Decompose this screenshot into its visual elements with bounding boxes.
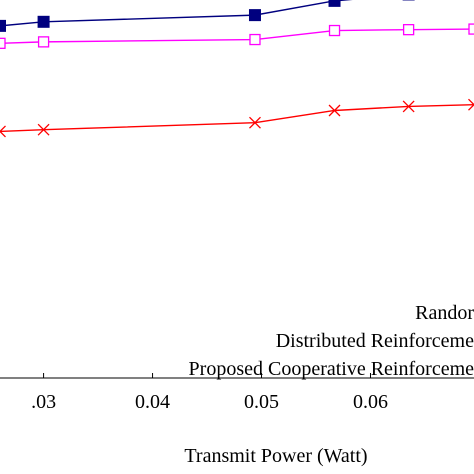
data-point-marker (468, 23, 474, 35)
data-point-marker (37, 15, 50, 28)
data-point-marker (249, 116, 261, 129)
legend-entry-label: Randor (415, 302, 474, 324)
data-point-marker (468, 98, 474, 111)
data-point-marker (0, 125, 6, 138)
data-point-marker (249, 33, 261, 46)
data-point-marker (402, 100, 415, 113)
series-layer (0, 0, 474, 138)
series-line (0, 103, 474, 133)
legend-entry-label: Proposed Cooperative Reinforceme (189, 358, 474, 380)
series-line (0, 0, 353, 27)
x-tick-label: 0.06 (353, 391, 388, 413)
series-line (0, 28, 474, 45)
ticks-layer: .03 0.04 0.05 0.06 (31, 373, 388, 413)
data-point-marker (37, 36, 50, 48)
x-tick-label: 0.04 (135, 391, 170, 413)
data-point-marker (248, 9, 261, 22)
data-point-marker (328, 104, 341, 117)
series-1 (0, 23, 474, 49)
legend: Randor Distributed Reinforceme Proposed Co… (189, 302, 474, 380)
data-point-marker (328, 0, 341, 7)
series-0 (0, 0, 415, 32)
data-point-marker (37, 123, 50, 136)
x-tick-label: .03 (31, 391, 56, 413)
x-axis-label: Transmit Power (Watt) (184, 445, 367, 467)
legend-entry-label: Distributed Reinforceme (276, 330, 474, 352)
data-point-marker (328, 24, 341, 37)
data-point-marker (0, 37, 6, 49)
data-point-marker (402, 24, 415, 36)
data-point-marker (0, 19, 6, 32)
x-tick-label: 0.05 (244, 391, 279, 413)
series-2 (0, 98, 474, 138)
